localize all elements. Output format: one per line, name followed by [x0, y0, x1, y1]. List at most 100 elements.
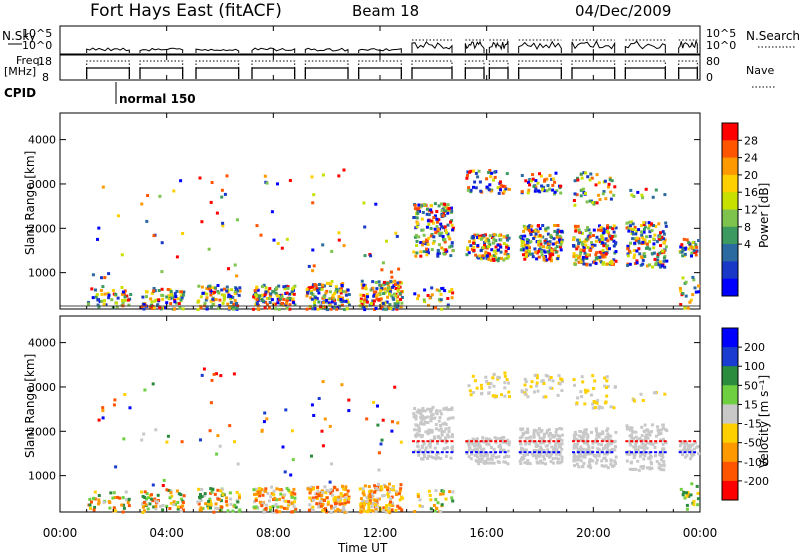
data-cell — [694, 250, 698, 254]
data-cell — [549, 450, 553, 454]
data-cell — [426, 415, 430, 419]
data-cell — [205, 305, 209, 309]
data-cell — [199, 506, 203, 510]
data-cell — [393, 279, 397, 283]
data-cell — [536, 431, 540, 435]
data-cell — [445, 451, 449, 454]
data-cell — [492, 384, 496, 388]
beam-title: Beam 18 — [352, 2, 419, 20]
data-cell — [97, 226, 101, 230]
data-cell — [678, 449, 682, 453]
data-cell — [465, 451, 469, 455]
data-cell — [429, 234, 433, 238]
data-cell — [307, 508, 311, 512]
freq-trace — [251, 67, 296, 79]
data-cell — [506, 454, 509, 458]
data-cell — [665, 429, 669, 433]
data-cell — [394, 231, 398, 235]
data-cell — [659, 244, 662, 248]
data-cell — [496, 377, 500, 381]
data-cell — [525, 462, 529, 465]
data-cell — [218, 298, 222, 302]
data-cell — [467, 444, 471, 448]
data-cell — [629, 428, 633, 432]
nsky-trace — [251, 47, 296, 54]
data-cell — [532, 237, 536, 240]
data-cell — [663, 265, 667, 269]
data-cell — [644, 187, 648, 191]
data-cell — [606, 444, 610, 448]
data-cell — [97, 418, 101, 422]
data-cell — [363, 225, 367, 229]
data-cell — [576, 440, 580, 443]
data-cell — [576, 451, 580, 454]
data-cell — [614, 241, 618, 245]
data-cell — [142, 303, 146, 307]
data-cell — [227, 295, 231, 299]
data-cell — [362, 509, 366, 513]
data-cell — [284, 499, 288, 503]
data-cell — [252, 307, 255, 311]
data-cell — [522, 224, 526, 228]
data-cell — [412, 440, 415, 443]
nave-trace — [304, 60, 349, 79]
data-cell — [179, 509, 183, 513]
data-cell — [535, 381, 539, 385]
nsky-label: N.Sky — [2, 29, 36, 43]
nsky-trace — [678, 39, 698, 54]
data-cell — [560, 229, 564, 233]
data-cell — [550, 177, 554, 181]
data-cell — [533, 449, 537, 453]
data-cell — [197, 502, 201, 506]
data-cell — [600, 459, 604, 463]
data-cell — [172, 189, 176, 193]
data-cell — [687, 247, 691, 251]
data-cell — [597, 405, 601, 409]
data-cell — [310, 291, 314, 295]
data-cell — [554, 250, 558, 254]
data-cell — [554, 433, 558, 437]
data-cell — [573, 452, 577, 456]
data-cell — [634, 232, 638, 236]
data-cell — [397, 285, 401, 289]
data-cell — [602, 456, 606, 460]
data-cell — [602, 438, 606, 442]
data-cell — [383, 301, 387, 305]
data-cell — [340, 508, 344, 512]
data-cell — [554, 171, 558, 175]
data-cell — [156, 303, 160, 307]
data-cell — [370, 496, 374, 500]
data-cell — [439, 222, 443, 226]
data-cell — [644, 451, 648, 454]
data-cell — [363, 300, 366, 304]
data-cell — [551, 242, 555, 246]
data-cell — [634, 430, 638, 434]
data-cell — [645, 446, 649, 450]
data-cell — [364, 295, 368, 299]
data-cell — [637, 228, 641, 232]
x-tick-label: 04:00 — [149, 526, 184, 540]
data-cell — [550, 250, 554, 254]
data-cell — [141, 511, 145, 514]
data-cell — [545, 246, 549, 249]
data-cell — [123, 295, 127, 299]
x-tick-label: 12:00 — [363, 526, 398, 540]
data-cell — [649, 460, 653, 464]
colorbar-tick-label: 100 — [744, 360, 765, 373]
data-cell — [145, 492, 149, 496]
data-cell — [362, 305, 366, 309]
data-cell — [643, 238, 647, 242]
data-cell — [154, 428, 158, 432]
data-cell — [219, 508, 223, 512]
colorbar-tick-label: -100 — [744, 456, 769, 469]
data-cell — [285, 507, 289, 511]
data-cell — [558, 461, 562, 465]
data-cell — [336, 507, 340, 511]
data-cell — [284, 408, 288, 412]
data-cell — [387, 506, 391, 510]
data-cell — [552, 447, 556, 451]
data-cell — [480, 237, 483, 241]
data-cell — [376, 293, 380, 297]
data-cell — [388, 490, 391, 494]
